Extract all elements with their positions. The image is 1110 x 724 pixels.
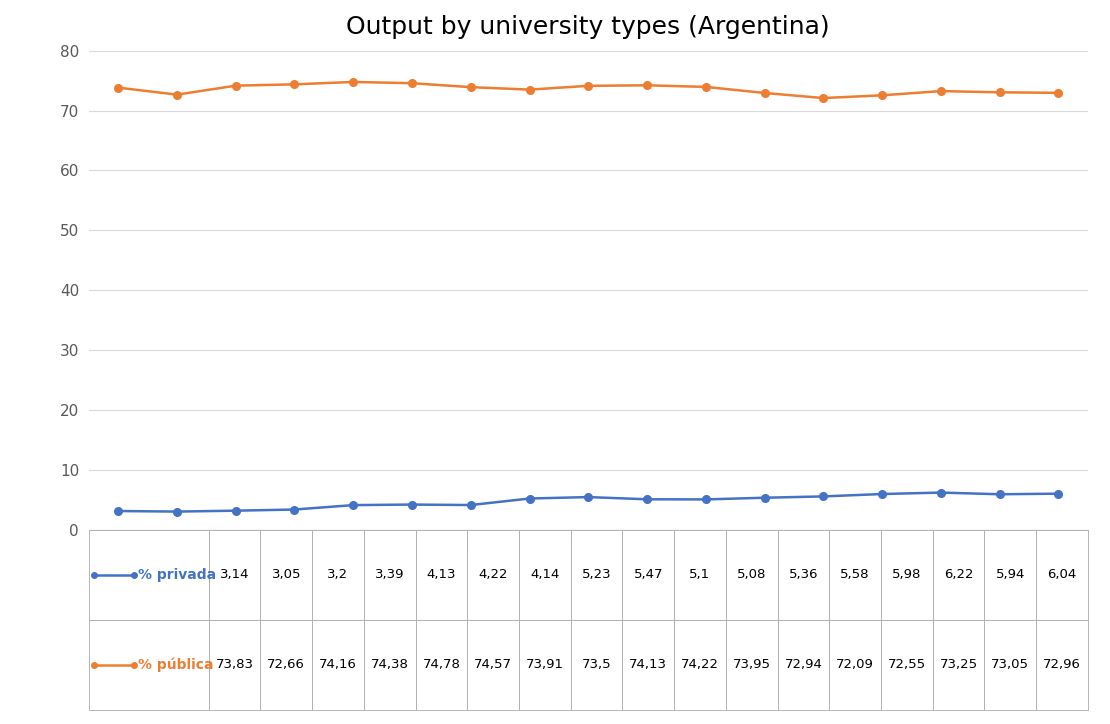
Text: % privada: % privada bbox=[138, 568, 215, 582]
Title: Output by university types (Argentina): Output by university types (Argentina) bbox=[346, 15, 830, 39]
Text: % pública: % pública bbox=[138, 657, 213, 672]
